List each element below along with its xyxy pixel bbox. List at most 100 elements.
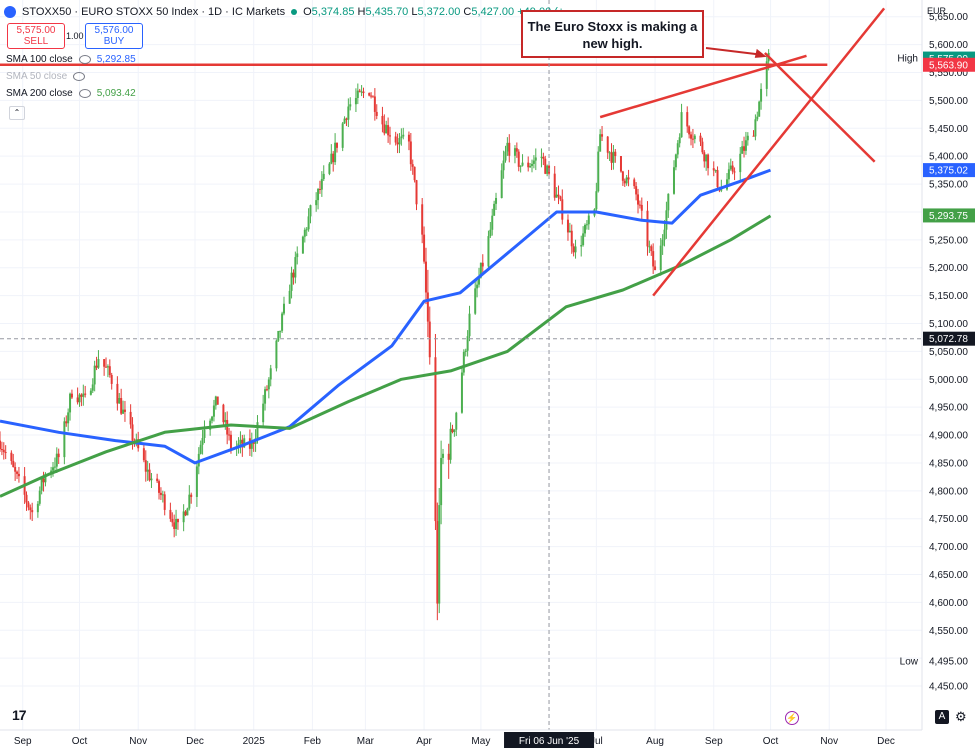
candle-body [449, 428, 452, 460]
candle-body [720, 189, 723, 191]
candle-body [343, 118, 346, 124]
candle-body [544, 158, 547, 174]
candle-body [760, 88, 763, 102]
x-tick-label: Mar [357, 736, 375, 747]
tradingview-logo[interactable]: 17 [12, 707, 27, 723]
y-tick-label: 5,250.00 [929, 235, 968, 246]
ohlc-value: 5,372.00 [417, 6, 461, 18]
indicator-label: SMA 50 close [6, 71, 68, 82]
indicator-sma-200[interactable]: SMA 200 close 5,093.42 [6, 88, 136, 99]
candle-body [63, 421, 66, 458]
y-tick-label: 5,450.00 [929, 124, 968, 135]
candle-body [91, 384, 94, 391]
candle-body [553, 173, 556, 198]
candle-body [184, 511, 187, 516]
candle-body [426, 292, 429, 322]
candle-body [29, 507, 32, 511]
buy-label: BUY [103, 36, 125, 47]
candle-body [70, 393, 73, 398]
candle-body [330, 153, 333, 164]
candle-body [159, 492, 162, 495]
candle-body [421, 204, 424, 235]
candle-body [451, 428, 454, 433]
candle-body [752, 135, 755, 137]
candle-body [163, 494, 166, 510]
candle-body [80, 394, 83, 397]
indicator-sma-100[interactable]: SMA 100 close 5,292.85 [6, 54, 136, 65]
y-tick-label: 5,500.00 [929, 96, 968, 107]
candle-body [296, 253, 299, 258]
bolt-icon[interactable]: ⚡ [785, 711, 799, 725]
candle-body [89, 390, 92, 395]
candle-body [195, 466, 198, 497]
candle-body [402, 134, 405, 137]
candle-body [175, 518, 178, 530]
candle-body [612, 151, 615, 163]
candle-body [371, 96, 374, 98]
candle-body [707, 154, 710, 169]
candle-body [315, 200, 318, 206]
candle-body [396, 142, 399, 145]
candle-body [303, 229, 306, 237]
x-tick-label: Oct [72, 736, 88, 747]
price-tag-bg [923, 653, 975, 668]
eye-icon[interactable] [78, 55, 91, 64]
candle-body [727, 169, 730, 180]
y-tick-label: 5,100.00 [929, 319, 968, 330]
candle-body [267, 379, 270, 390]
candle-body [489, 229, 492, 237]
indicator-sma-50[interactable]: SMA 50 close [6, 71, 86, 82]
candle-body [389, 135, 392, 137]
ohlc-readout: O5,374.85 H5,435.70 L5,372.00 C5,427.00 … [303, 6, 564, 18]
sell-button[interactable]: 5,575.00 SELL [7, 23, 65, 49]
trendline [763, 52, 876, 163]
candle-body [504, 151, 507, 161]
candle-body [95, 365, 98, 368]
candle-body [741, 146, 744, 154]
candle-body [619, 156, 622, 172]
candle-body [292, 272, 295, 278]
chart-header: STOXX50 · EURO STOXX 50 Index · 1D · IC … [4, 4, 564, 20]
eye-hidden-icon[interactable] [73, 72, 86, 81]
collapse-legend-button[interactable]: ⌃ [9, 106, 25, 120]
y-tick-label: 4,600.00 [929, 598, 968, 609]
symbol-title[interactable]: STOXX50 · EURO STOXX 50 Index · 1D · IC … [22, 6, 286, 18]
candle-body [506, 142, 509, 152]
ohlc-label: O [303, 6, 312, 18]
auto-scale-button[interactable]: A [935, 710, 949, 724]
candle-body [582, 233, 585, 246]
y-tick-label: 5,000.00 [929, 375, 968, 386]
candle-body [381, 115, 384, 125]
candle-body [368, 93, 371, 96]
candle-body [515, 148, 518, 152]
candle-body [383, 124, 386, 134]
gear-icon[interactable]: ⚙ [955, 709, 967, 724]
x-tick-label: Sep [14, 736, 32, 747]
currency-label[interactable]: EUR [927, 6, 947, 16]
candle-body [105, 366, 108, 368]
candle-body [627, 177, 630, 180]
candle-body [495, 197, 498, 204]
y-tick-label: 4,850.00 [929, 458, 968, 469]
candle-body [462, 351, 465, 373]
candle-body [400, 136, 403, 139]
y-tick-label: 5,350.00 [929, 180, 968, 191]
candle-body [587, 215, 590, 225]
candle-body [12, 460, 15, 468]
candle-body [42, 478, 45, 483]
market-status-icon [291, 9, 298, 15]
candle-body [118, 398, 121, 404]
candle-body [464, 350, 467, 352]
buy-button[interactable]: 5,576.00 BUY [85, 23, 143, 49]
candle-body [239, 439, 242, 444]
candle-body [375, 111, 378, 116]
candle-body [606, 136, 609, 153]
candle-body [705, 154, 708, 162]
buy-price: 5,576.00 [94, 25, 134, 36]
eye-icon[interactable] [78, 89, 91, 98]
candle-body [733, 171, 736, 173]
candle-body [156, 478, 159, 482]
candle-body [341, 123, 344, 148]
candle-body [690, 134, 693, 139]
